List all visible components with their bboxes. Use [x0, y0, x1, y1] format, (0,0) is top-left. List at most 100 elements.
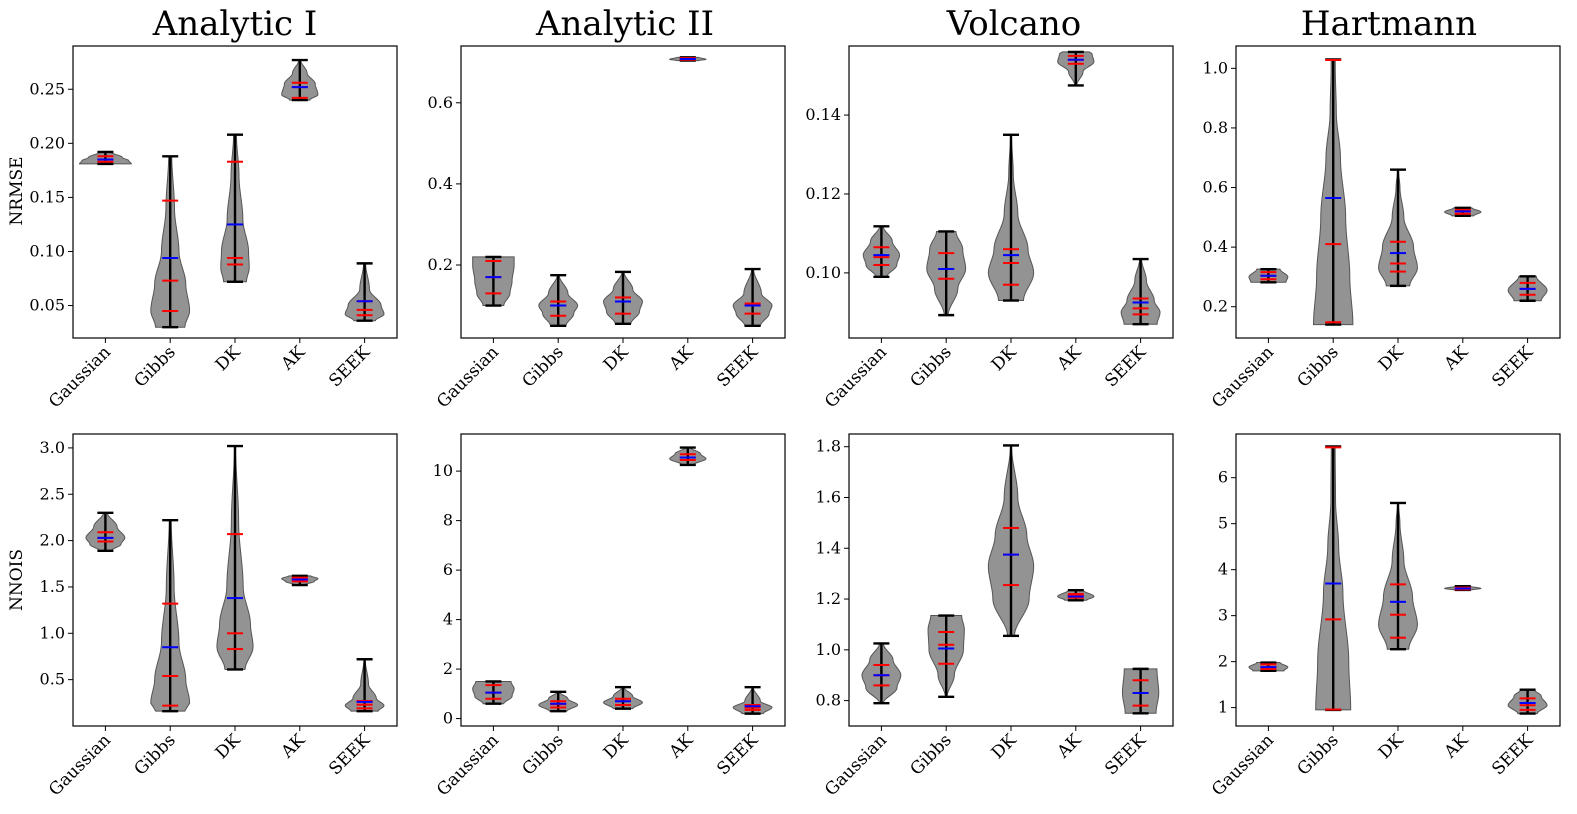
panel-4: 0.5 1.0 1.5 2.0 2.5 3.0 Gaussian Gibbs DK AK SEEK [40, 433, 398, 800]
xtick-label: SEEK [1488, 342, 1537, 391]
ytick-label: 0.8 [816, 691, 841, 710]
xtick-label: SEEK [1488, 730, 1537, 779]
xtick-label: DK [600, 342, 633, 375]
xtick-label: DK [600, 730, 633, 763]
ytick-label: 1.0 [40, 623, 65, 642]
ylabel-nrmse: NRMSE [7, 156, 27, 225]
ytick-label: 1.5 [40, 577, 65, 596]
ytick-label: 0.2 [1203, 297, 1228, 316]
ytick-label: 0.20 [29, 133, 65, 152]
xtick-label: SEEK [1101, 730, 1150, 779]
xtick-label: DK [988, 342, 1021, 375]
ytick-label: 1 [1218, 698, 1228, 717]
ytick-label: 10 [433, 461, 453, 480]
xtick-label: Gibbs [131, 342, 180, 391]
panel-6: 0.8 1.0 1.2 1.4 1.6 1.8 Gaussian Gibbs DK AK SEEK [816, 433, 1174, 800]
xtick-label: SEEK [713, 730, 762, 779]
column-title-analytic-2: Analytic II [535, 4, 714, 44]
ytick-label: 0.6 [1203, 178, 1228, 197]
xtick-label: Gaussian [821, 730, 891, 800]
panel-2: 0.10 0.12 0.14 Gaussian Gibbs DK AK SEEK [805, 45, 1174, 412]
axes-frame [1235, 433, 1561, 727]
axes-frame [848, 45, 1174, 339]
xtick-label: Gibbs [131, 730, 180, 779]
xtick-label: Gibbs [907, 342, 956, 391]
xtick-label: AK [1440, 342, 1473, 375]
xtick-label: SEEK [325, 730, 374, 779]
xtick-label: Gaussian [1208, 730, 1278, 800]
xtick-label: AK [1440, 730, 1473, 763]
ytick-label: 0.25 [29, 79, 65, 98]
xtick-label: Gibbs [519, 730, 568, 779]
ytick-label: 1.6 [816, 487, 841, 506]
xtick-label: Gaussian [1208, 342, 1278, 412]
ytick-label: 1.8 [816, 437, 841, 456]
ytick-label: 0 [443, 709, 453, 728]
panel-0: 0.05 0.10 0.15 0.20 0.25 Gaussian Gibbs DK AK SEE… [29, 45, 398, 412]
axes-frame [1235, 45, 1561, 339]
xtick-label: Gaussian [433, 342, 503, 412]
ytick-label: 1.0 [816, 640, 841, 659]
ytick-label: 3 [1218, 606, 1228, 625]
xtick-label: AK [1053, 730, 1086, 763]
ytick-label: 0.2 [428, 255, 453, 274]
ytick-label: 5 [1218, 514, 1228, 533]
ytick-label: 3.0 [40, 438, 65, 457]
xtick-label: Gibbs [1294, 342, 1343, 391]
ytick-label: 6 [443, 560, 453, 579]
ylabel-nnois: NNOIS [7, 549, 27, 611]
xtick-label: AK [277, 730, 310, 763]
ytick-label: 0.10 [29, 241, 65, 260]
xtick-label: AK [277, 342, 310, 375]
ytick-label: 0.10 [805, 263, 841, 282]
ytick-label: 0.14 [805, 105, 841, 124]
column-title-volcano: Volcano [946, 4, 1081, 44]
xtick-label: SEEK [325, 342, 374, 391]
ytick-label: 8 [443, 511, 453, 530]
ytick-label: 0.15 [29, 187, 65, 206]
axes-frame [460, 433, 786, 727]
ytick-label: 4 [443, 610, 453, 629]
axes-frame [848, 433, 1174, 727]
xtick-label: AK [665, 342, 698, 375]
ytick-label: 0.4 [1203, 237, 1228, 256]
xtick-label: DK [212, 730, 245, 763]
xtick-label: SEEK [1101, 342, 1150, 391]
axes-frame [72, 433, 398, 727]
panel-1: 0.2 0.4 0.6 Gaussian Gibbs DK AK SEEK [428, 45, 786, 412]
xtick-label: Gaussian [45, 342, 115, 412]
ytick-label: 2.5 [40, 484, 65, 503]
xtick-label: DK [1375, 730, 1408, 763]
ytick-label: 1.2 [816, 589, 841, 608]
xtick-label: DK [1375, 342, 1408, 375]
ytick-label: 0.6 [428, 93, 453, 112]
xtick-label: SEEK [713, 342, 762, 391]
column-title-analytic-1: Analytic I [152, 4, 318, 44]
column-title-hartmann: Hartmann [1301, 4, 1477, 44]
ytick-label: 0.5 [40, 670, 65, 689]
xtick-label: AK [665, 730, 698, 763]
xtick-label: Gibbs [519, 342, 568, 391]
panel-7: 1 2 3 4 5 6 Gaussian Gibbs DK AK SEEK [1208, 433, 1561, 800]
xtick-label: AK [1053, 342, 1086, 375]
xtick-label: Gibbs [907, 730, 956, 779]
panel-5: 0 2 4 6 8 10 Gaussian Gibbs DK AK SEEK [433, 433, 786, 800]
ytick-label: 1.4 [816, 538, 841, 557]
axes-frame [460, 45, 786, 339]
ytick-label: 0.8 [1203, 118, 1228, 137]
ytick-label: 0.05 [29, 296, 65, 315]
ytick-label: 1.0 [1203, 58, 1228, 77]
xtick-label: Gibbs [1294, 730, 1343, 779]
xtick-label: Gaussian [45, 730, 115, 800]
ytick-label: 6 [1218, 468, 1228, 487]
xtick-label: DK [988, 730, 1021, 763]
ytick-label: 0.12 [805, 184, 841, 203]
ytick-label: 0.4 [428, 174, 453, 193]
xtick-label: Gaussian [821, 342, 891, 412]
panel-3: 0.2 0.4 0.6 0.8 1.0 Gaussian Gibbs DK AK SEEK [1203, 45, 1561, 412]
ytick-label: 2 [443, 659, 453, 678]
ytick-label: 2 [1218, 652, 1228, 671]
ytick-label: 4 [1218, 560, 1228, 579]
